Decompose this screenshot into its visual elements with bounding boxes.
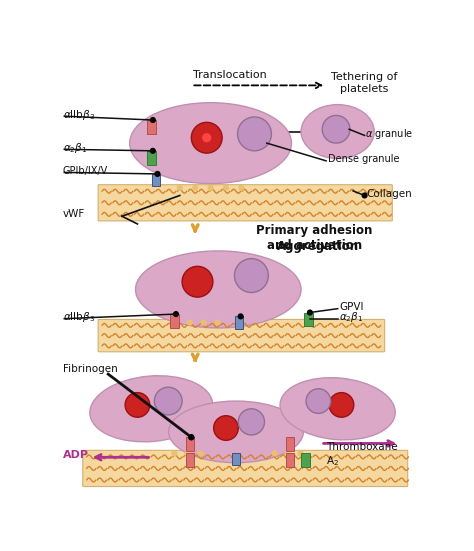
Text: Primary adhesion
and activation: Primary adhesion and activation (256, 224, 373, 252)
Bar (147, 151, 155, 165)
Text: vWF: vWF (63, 209, 85, 219)
Circle shape (307, 310, 313, 316)
Circle shape (182, 266, 213, 297)
Circle shape (208, 185, 214, 191)
Circle shape (173, 320, 179, 326)
Circle shape (284, 450, 291, 457)
Text: Aggregation: Aggregation (277, 240, 359, 253)
Circle shape (188, 434, 194, 440)
Bar (185, 453, 194, 467)
Ellipse shape (280, 377, 395, 440)
Circle shape (362, 192, 368, 198)
Circle shape (202, 133, 211, 142)
Ellipse shape (301, 105, 374, 159)
Circle shape (235, 258, 268, 293)
Text: Fibrinogen: Fibrinogen (63, 364, 118, 374)
Text: Dense granule: Dense granule (328, 154, 399, 164)
Ellipse shape (136, 251, 301, 328)
Bar (304, 312, 313, 326)
FancyBboxPatch shape (98, 320, 384, 352)
Text: GPVI: GPVI (339, 302, 364, 312)
Circle shape (322, 115, 350, 143)
Circle shape (237, 117, 272, 151)
Text: $\alpha$IIb$\beta_3$: $\alpha$IIb$\beta_3$ (63, 310, 95, 324)
Bar (147, 120, 155, 134)
Ellipse shape (130, 102, 292, 183)
Circle shape (187, 320, 193, 326)
Circle shape (155, 171, 161, 177)
Text: $\alpha_2\beta_1$: $\alpha_2\beta_1$ (63, 141, 87, 155)
Text: Collagen: Collagen (366, 189, 412, 199)
Text: Translocation: Translocation (193, 71, 267, 80)
Circle shape (201, 320, 207, 326)
Circle shape (125, 393, 150, 417)
Circle shape (306, 389, 331, 413)
Text: $\alpha$IIb$\beta_3$: $\alpha$IIb$\beta_3$ (63, 107, 95, 122)
Ellipse shape (90, 376, 213, 442)
Text: $\alpha$ granule: $\alpha$ granule (365, 127, 414, 141)
Text: GPIb/IX/V: GPIb/IX/V (63, 166, 108, 176)
Circle shape (214, 415, 238, 440)
Bar (152, 174, 160, 186)
Text: $\alpha_2\beta_1$: $\alpha_2\beta_1$ (339, 310, 364, 324)
Circle shape (198, 450, 204, 457)
Circle shape (238, 409, 264, 435)
Circle shape (298, 450, 304, 457)
Circle shape (155, 387, 182, 415)
Bar (301, 453, 310, 467)
Circle shape (150, 117, 156, 123)
Circle shape (238, 185, 245, 191)
Circle shape (177, 185, 183, 191)
Circle shape (171, 450, 177, 457)
Text: Thromboxane
A$_2$: Thromboxane A$_2$ (326, 442, 398, 468)
Bar (235, 316, 243, 329)
Text: ADP: ADP (63, 450, 89, 460)
Circle shape (191, 122, 222, 153)
Circle shape (188, 434, 194, 440)
Circle shape (237, 314, 244, 320)
Circle shape (272, 450, 278, 457)
Bar (170, 314, 179, 328)
Bar (232, 453, 240, 465)
Ellipse shape (169, 401, 303, 463)
Circle shape (214, 320, 220, 326)
Circle shape (173, 311, 179, 317)
Bar (286, 453, 294, 467)
Bar (185, 437, 194, 451)
Circle shape (150, 148, 156, 154)
Circle shape (192, 185, 198, 191)
Text: Tethering of
platelets: Tethering of platelets (331, 72, 398, 94)
Circle shape (223, 185, 229, 191)
FancyBboxPatch shape (98, 185, 392, 221)
Circle shape (184, 450, 191, 457)
FancyBboxPatch shape (83, 450, 408, 487)
Bar (286, 437, 294, 451)
Circle shape (329, 393, 354, 417)
